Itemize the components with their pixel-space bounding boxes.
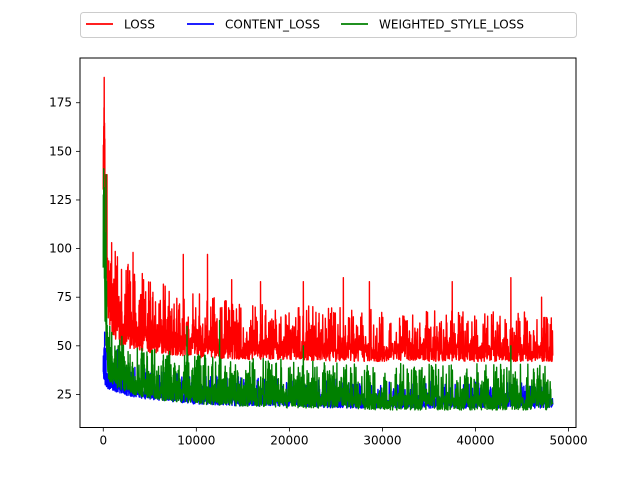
y-tick-label: 75: [57, 290, 72, 304]
series-layer: [102, 76, 554, 411]
x-tick-label: 20000: [270, 434, 308, 448]
legend-label-2: WEIGHTED_STYLE_LOSS: [379, 18, 524, 32]
x-tick-label: 0: [99, 434, 107, 448]
legend-label-0: LOSS: [124, 18, 155, 32]
series-line-0: [102, 76, 554, 363]
x-tick-label: 50000: [549, 434, 587, 448]
y-tick-label: 100: [49, 242, 72, 256]
x-axis: 0 10000 20000 30000 40000 50000: [99, 427, 588, 448]
y-axis: 25 50 75 100 125 150 175: [49, 96, 80, 401]
plot-frame: [79, 57, 577, 428]
y-tick-label: 50: [57, 339, 72, 353]
legend: LOSS CONTENT_LOSS WEIGHTED_STYLE_LOSS: [80, 12, 577, 38]
x-tick-label: 40000: [456, 434, 494, 448]
y-tick-label: 175: [49, 96, 72, 110]
y-tick-label: 125: [49, 193, 72, 207]
x-tick-label: 10000: [177, 434, 215, 448]
y-tick-label: 150: [49, 144, 72, 158]
series-line-2: [102, 168, 554, 411]
x-tick-label: 30000: [363, 434, 401, 448]
legend-label-1: CONTENT_LOSS: [225, 18, 320, 32]
legend-box: [80, 12, 577, 38]
y-tick-label: 25: [57, 387, 72, 401]
